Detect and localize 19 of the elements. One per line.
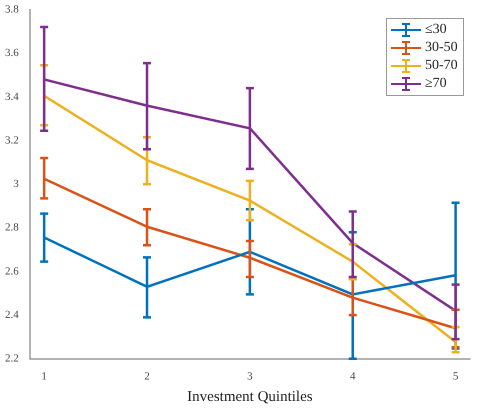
x-tick-label: 2 — [144, 370, 150, 382]
y-tick-label: 3.6 — [5, 47, 20, 60]
y-tick-label: 3.4 — [5, 90, 20, 103]
legend-label: ≤30 — [425, 20, 447, 39]
y-tick-label: 2.4 — [5, 309, 20, 322]
x-tick-label: 5 — [452, 370, 459, 382]
x-tick-label: 4 — [350, 370, 356, 382]
x-axis-title: Investment Quintiles — [187, 388, 313, 405]
y-tick-label: 3.2 — [5, 134, 19, 146]
y-tick-label: 2.6 — [5, 265, 20, 278]
x-tick-label: 3 — [247, 370, 254, 382]
legend-label: 50-70 — [425, 56, 458, 75]
y-tick-label: 2.2 — [5, 352, 19, 365]
legend-label: ≥70 — [425, 74, 447, 93]
y-tick-label: 3.8 — [5, 3, 20, 16]
y-tick-label: 3 — [13, 178, 20, 190]
x-tick-label: 1 — [41, 370, 47, 382]
y-tick-label: 2.8 — [5, 222, 20, 234]
legend-label: 30-50 — [425, 38, 458, 57]
